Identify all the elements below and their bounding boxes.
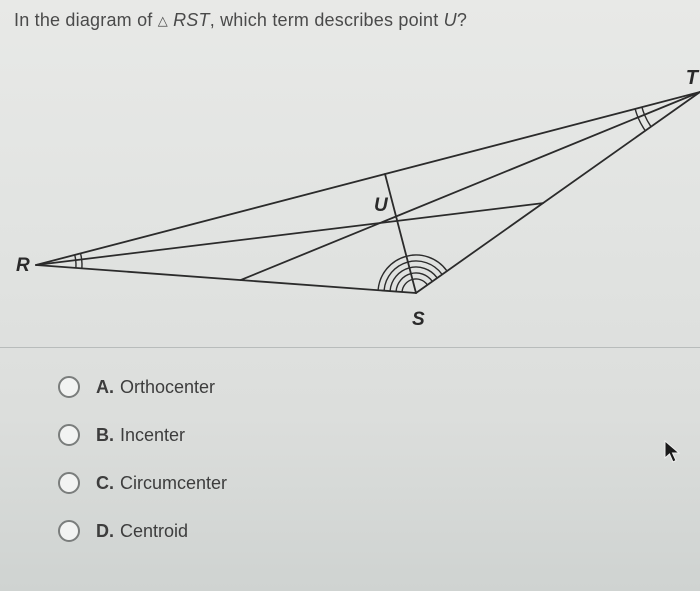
question-text: In the diagram of △ RST, which term desc… bbox=[0, 0, 700, 37]
question-suffix: ? bbox=[457, 10, 467, 30]
vertex-label-S: S bbox=[412, 309, 425, 331]
choice-A-text: Orthocenter bbox=[120, 377, 215, 397]
choice-A-letter: A. bbox=[96, 377, 114, 397]
vertex-label-R: R bbox=[16, 255, 30, 277]
point-label-U: U bbox=[374, 195, 388, 217]
question-mid: , which term describes point bbox=[210, 10, 444, 30]
radio-D[interactable] bbox=[58, 520, 80, 542]
choice-A-label: A. Orthocenter bbox=[96, 377, 215, 398]
cursor-icon bbox=[664, 440, 682, 464]
radio-A[interactable] bbox=[58, 376, 80, 398]
triangle-name: RST bbox=[173, 10, 210, 30]
choice-B-text: Incenter bbox=[120, 425, 185, 445]
choice-D-letter: D. bbox=[96, 521, 114, 541]
choice-B-letter: B. bbox=[96, 425, 114, 445]
choice-C[interactable]: C. Circumcenter bbox=[58, 472, 700, 494]
vertex-label-T: T bbox=[686, 67, 698, 90]
diagram-region: R S U T bbox=[0, 37, 700, 347]
question-point: U bbox=[444, 10, 457, 30]
choice-B-label: B. Incenter bbox=[96, 425, 185, 446]
choice-D-text: Centroid bbox=[120, 521, 188, 541]
choice-A[interactable]: A. Orthocenter bbox=[58, 376, 700, 398]
question-prefix: In the diagram of bbox=[14, 10, 158, 30]
answer-choices: A.Orthocenter B.Incenter C.Circumcenter … bbox=[0, 348, 700, 542]
radio-B[interactable] bbox=[58, 424, 80, 446]
radio-C[interactable] bbox=[58, 472, 80, 494]
choice-C-label: C. Circumcenter bbox=[96, 473, 227, 494]
choice-B[interactable]: B. Incenter bbox=[58, 424, 700, 446]
choice-C-text: Circumcenter bbox=[120, 473, 227, 493]
triangle-diagram bbox=[0, 37, 700, 347]
choice-D-label: D. Centroid bbox=[96, 521, 188, 542]
triangle-symbol: △ bbox=[158, 13, 168, 28]
choice-C-letter: C. bbox=[96, 473, 114, 493]
choice-D[interactable]: D. Centroid bbox=[58, 520, 700, 542]
